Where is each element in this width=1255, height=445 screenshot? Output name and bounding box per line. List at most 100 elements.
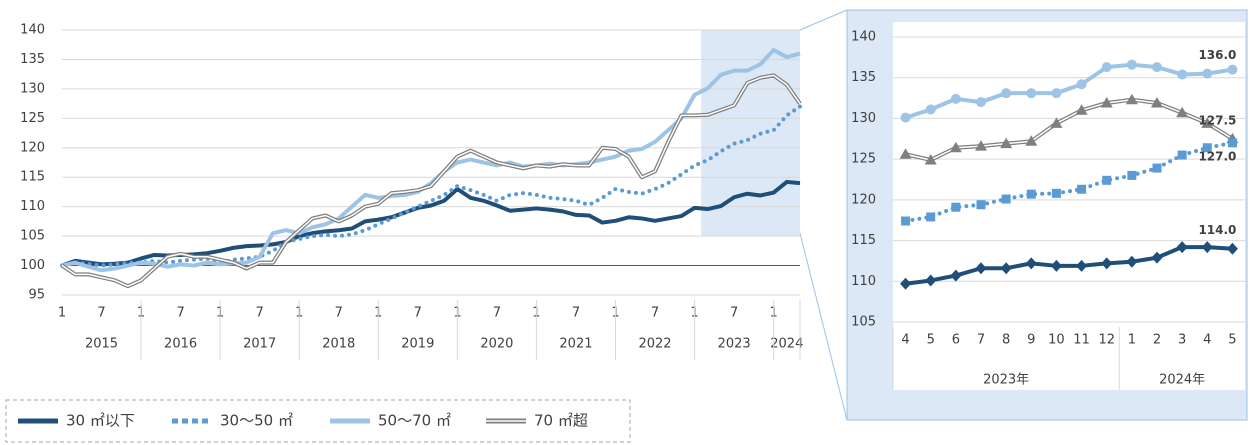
legend-box <box>5 399 631 443</box>
y-tick-label: 105 <box>20 229 45 244</box>
marker <box>1026 88 1037 99</box>
y-tick-label: 120 <box>20 140 45 155</box>
x-group-label: 2016 <box>164 337 197 352</box>
y-tick-label: 110 <box>20 199 45 214</box>
y-tick-label: 95 <box>28 288 45 303</box>
x-group-label: 2023 <box>718 337 751 352</box>
x-tick-label: 7 <box>335 306 343 321</box>
marker <box>1077 184 1087 194</box>
x-tick-label: 4 <box>901 333 909 348</box>
marker <box>1075 104 1088 115</box>
marker <box>1201 117 1214 128</box>
marker <box>1051 88 1062 99</box>
x-tick-label: 5 <box>927 333 935 348</box>
y-tick-label: 135 <box>20 52 45 67</box>
marker <box>976 200 986 210</box>
x-tick-label: 3 <box>1178 333 1186 348</box>
marker <box>1101 62 1112 73</box>
marker <box>1151 251 1163 264</box>
marker <box>1152 163 1162 173</box>
marker <box>1126 59 1137 70</box>
marker <box>1125 93 1138 105</box>
x-tick-label: 12 <box>1098 333 1115 348</box>
marker <box>1025 257 1037 270</box>
x-group-label: 2020 <box>480 337 513 352</box>
x-tick-label: 7 <box>414 306 422 321</box>
zoom-connector <box>799 232 848 421</box>
marker <box>1226 242 1238 255</box>
series-line <box>61 48 801 273</box>
marker <box>975 262 987 275</box>
marker <box>1076 79 1087 90</box>
marker <box>925 104 936 115</box>
series-line-inner <box>905 98 1233 161</box>
marker <box>1176 241 1188 254</box>
y-tick-label: 130 <box>20 81 45 96</box>
marker <box>1100 96 1113 108</box>
marker <box>1076 259 1088 272</box>
marker <box>1025 135 1038 146</box>
value-label: 114.0 <box>1198 223 1236 237</box>
value-label: 127.0 <box>1198 149 1236 163</box>
x-group-label: 2022 <box>638 337 671 352</box>
legend-label: 50～70 ㎡ <box>378 412 451 430</box>
series-line <box>60 104 802 268</box>
marker <box>901 216 911 226</box>
x-tick-label: 7 <box>651 306 659 321</box>
value-label: 127.5 <box>1198 113 1236 127</box>
x-tick-label: 9 <box>1027 333 1035 348</box>
y-tick-label: 100 <box>20 258 45 273</box>
x-tick-label: 8 <box>1002 333 1010 348</box>
marker <box>924 153 937 165</box>
y-tick-label: 105 <box>851 315 876 330</box>
value-label: 136.0 <box>1198 48 1236 62</box>
marker <box>949 141 962 153</box>
marker <box>1026 189 1036 199</box>
x-group-label: 2015 <box>85 337 118 352</box>
y-tick-label: 140 <box>851 30 876 45</box>
x-tick-label: 5 <box>1228 333 1236 348</box>
x-group-label: 2023年 <box>983 373 1029 388</box>
marker <box>1201 241 1213 254</box>
marker <box>1177 150 1187 160</box>
y-tick-label: 130 <box>851 111 876 126</box>
y-tick-label: 115 <box>851 233 876 248</box>
series-line-inner <box>61 74 801 287</box>
marker <box>1202 143 1212 153</box>
legend-label: 70 ㎡超 <box>534 412 588 430</box>
marker <box>1050 259 1062 272</box>
marker <box>1126 255 1138 268</box>
x-tick-label: 7 <box>97 306 105 321</box>
marker <box>1051 188 1061 198</box>
marker <box>950 93 961 104</box>
x-tick-label: 7 <box>256 306 264 321</box>
marker <box>899 148 912 159</box>
marker <box>1001 88 1012 99</box>
y-tick-label: 140 <box>20 23 45 38</box>
x-group-label: 2017 <box>243 337 276 352</box>
x-tick-label: 10 <box>1048 333 1065 348</box>
x-tick-label: 1 <box>1128 333 1136 348</box>
series-line <box>61 179 801 268</box>
zoom-plot-area <box>893 22 1245 390</box>
x-tick-label: 7 <box>176 306 184 321</box>
zoom-connector <box>799 9 848 31</box>
y-tick-label: 135 <box>851 70 876 85</box>
marker <box>1000 262 1012 275</box>
marker <box>900 277 912 290</box>
marker <box>926 212 936 222</box>
x-group-label: 2018 <box>322 337 355 352</box>
marker <box>1177 69 1188 80</box>
marker <box>1151 96 1163 108</box>
marker <box>925 274 937 287</box>
marker <box>950 269 962 282</box>
x-tick-label: 7 <box>572 306 580 321</box>
marker <box>976 97 986 108</box>
marker <box>1050 117 1063 128</box>
y-tick-label: 125 <box>851 152 876 167</box>
marker <box>1101 257 1113 270</box>
marker <box>1102 175 1112 185</box>
y-tick-label: 120 <box>851 192 876 207</box>
